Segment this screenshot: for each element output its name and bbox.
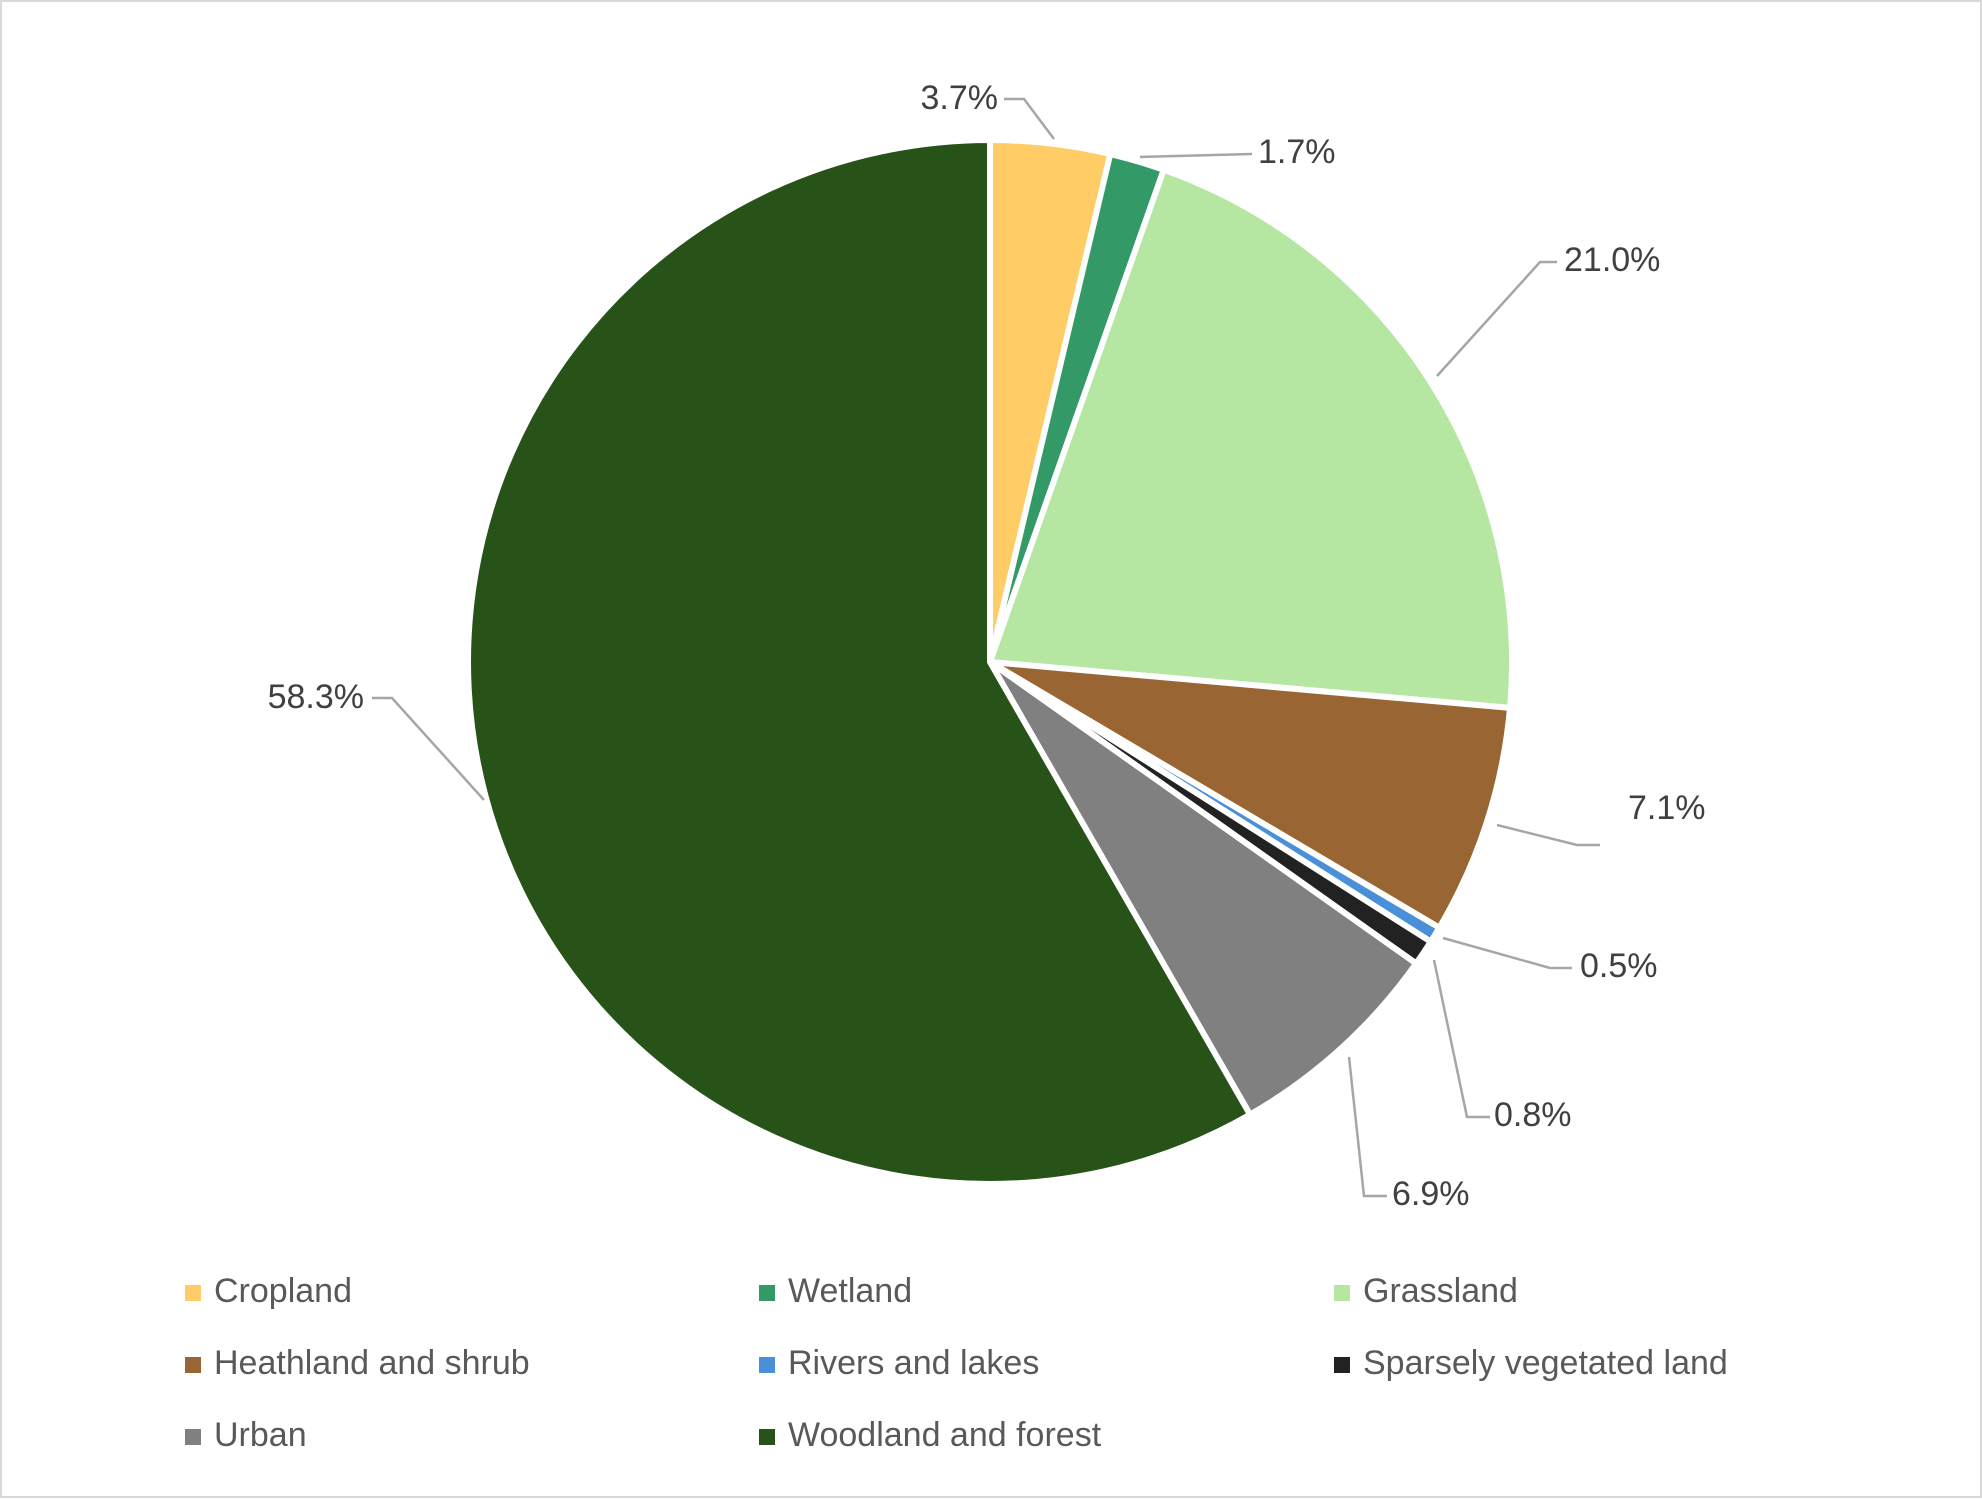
data-label: 0.5% [1580, 947, 1658, 985]
legend-entry: Rivers and lakes [788, 1344, 1039, 1382]
legend-swatch [185, 1429, 201, 1445]
data-label: 58.3% [268, 678, 364, 716]
data-label: 7.1% [1628, 789, 1706, 827]
data-label: 21.0% [1564, 241, 1660, 279]
legend-swatch [185, 1285, 201, 1301]
pie-slice-woodland-and-forest [465, 137, 1254, 1187]
leader-line [1347, 1056, 1387, 1198]
data-label: 3.7% [921, 79, 999, 117]
data-label: 6.9% [1392, 1175, 1470, 1213]
legend-swatch [185, 1357, 201, 1373]
leader-line [1432, 959, 1490, 1119]
legend-swatch [1334, 1285, 1350, 1301]
pie-slice-grassland [987, 166, 1515, 711]
legend-swatch [1334, 1357, 1350, 1373]
leader-line [1442, 936, 1572, 970]
data-label: 0.8% [1494, 1096, 1572, 1134]
legend-entry: Heathland and shrub [214, 1344, 530, 1382]
data-label: 1.7% [1258, 133, 1336, 171]
leader-line [1139, 152, 1253, 159]
legend-swatch [759, 1357, 775, 1373]
legend-entry: Urban [214, 1416, 307, 1454]
legend-entry: Sparsely vegetated land [1363, 1344, 1728, 1382]
leader-line [1436, 260, 1557, 377]
leader-line [1004, 97, 1055, 140]
leader-line [372, 696, 485, 801]
legend-swatch [759, 1429, 775, 1445]
legend-entry: Woodland and forest [788, 1416, 1102, 1454]
leader-line [1496, 823, 1600, 847]
legend-entry: Cropland [214, 1272, 352, 1310]
pie-slice-urban [987, 659, 1420, 1118]
legend-entry: Grassland [1363, 1272, 1518, 1310]
legend-swatch [759, 1285, 775, 1301]
pie-slice-heathland-and-shrub [987, 659, 1513, 931]
legend-entry: Wetland [788, 1272, 912, 1310]
